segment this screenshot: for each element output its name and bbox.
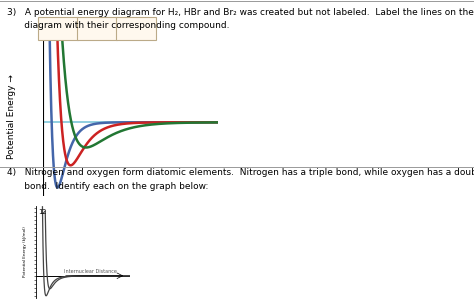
Text: Internuclear Distance: Internuclear Distance xyxy=(64,269,117,274)
Text: 4)   Nitrogen and oxygen form diatomic elements.  Nitrogen has a triple bond, wh: 4) Nitrogen and oxygen form diatomic ele… xyxy=(7,168,474,177)
Text: Potential Energy →: Potential Energy → xyxy=(8,74,16,159)
Text: 3)   A potential energy diagram for H₂, HBr and Br₂ was created but not labeled.: 3) A potential energy diagram for H₂, HB… xyxy=(7,8,474,17)
Text: diagram with their corresponding compound.: diagram with their corresponding compoun… xyxy=(7,21,229,30)
Text: 2: 2 xyxy=(42,209,46,215)
Y-axis label: Potential Energy (kJ/mol): Potential Energy (kJ/mol) xyxy=(23,226,27,277)
Text: bond.  Identify each on the graph below:: bond. Identify each on the graph below: xyxy=(7,182,209,191)
Text: 1: 1 xyxy=(38,209,43,215)
